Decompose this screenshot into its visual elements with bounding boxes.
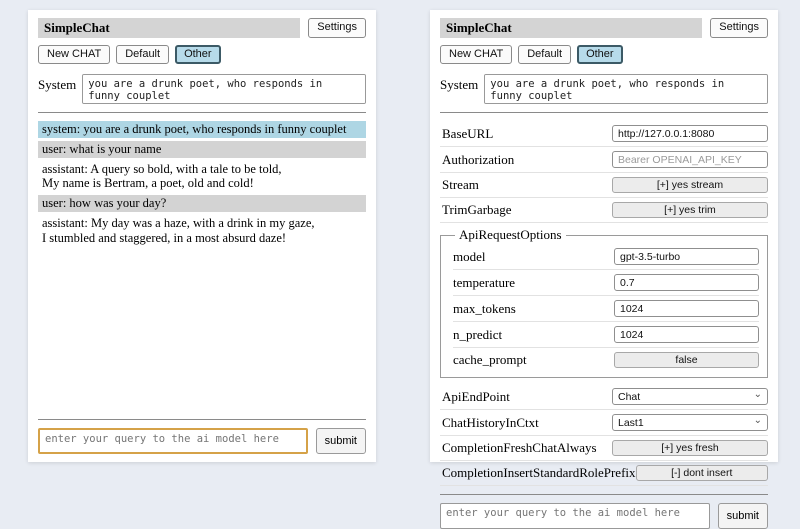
session-toolbar: New CHAT Default Other [440,45,768,65]
settings-button[interactable]: Settings [710,18,768,38]
max-tokens-input[interactable] [614,300,759,318]
query-input[interactable] [38,428,308,454]
app-title: SimpleChat [38,18,301,38]
temperature-input[interactable] [614,274,759,292]
chevron-down-icon: ⌄ [753,415,762,427]
chat-message-user: user: what is your name [38,140,366,158]
authorization-input[interactable] [612,151,768,169]
n-predict-label: n_predict [453,326,503,342]
session-toolbar: New CHAT Default Other [38,45,366,65]
session-tab-default[interactable]: Default [518,45,572,65]
cache-prompt-label: cache_prompt [453,352,527,368]
completioninsertstandardroleprefix-label: CompletionInsertStandardRolePrefix [442,465,636,481]
system-prompt-label: System [440,77,479,93]
stream-toggle-button[interactable]: [+] yes stream [612,177,768,194]
query-input[interactable] [440,503,710,529]
trimgarbage-toggle-button[interactable]: [+] yes trim [612,202,768,219]
submit-button[interactable]: submit [315,428,366,454]
chathistoryinctxt-selected-value: Last1 [618,416,644,429]
query-row: submit [440,503,768,529]
chat-panel-header: SimpleChat Settings [38,18,366,38]
chat-message-system: system: you are a drunk poet, who respon… [38,121,366,138]
chathistoryinctxt-select[interactable]: Last1 ⌄ [612,414,768,432]
api-request-options-legend: ApiRequestOptions [459,227,562,243]
settings-panel-header: SimpleChat Settings [440,18,768,38]
workspace: SimpleChat Settings New CHAT Default Oth… [28,10,778,529]
setting-row-trimgarbage: TrimGarbage [+] yes trim [440,198,768,224]
session-tab-default[interactable]: Default [116,45,170,65]
session-tab-other[interactable]: Other [175,45,221,65]
new-chat-button[interactable]: New CHAT [38,45,111,65]
cache-prompt-toggle-button[interactable]: false [614,352,759,369]
chathistoryinctxt-label: ChatHistoryInCtxt [442,414,539,430]
apiendpoint-select[interactable]: Chat ⌄ [612,388,768,406]
divider [440,494,768,496]
chevron-down-icon: ⌄ [753,389,762,401]
system-prompt-input[interactable] [484,74,768,105]
completionfreshchatalways-toggle-button[interactable]: [+] yes fresh [612,440,768,457]
completioninsertstandardroleprefix-toggle-button[interactable]: [-] dont insert [635,465,768,482]
system-prompt-row: System [440,74,768,105]
setting-row-completioninsertstandardroleprefix: CompletionInsertStandardRolePrefix [-] d… [440,461,768,487]
new-chat-button[interactable]: New CHAT [440,45,513,65]
query-row: submit [38,428,366,454]
temperature-label: temperature [453,274,516,290]
stream-label: Stream [442,177,479,193]
chat-panel: SimpleChat Settings New CHAT Default Oth… [28,10,376,462]
setting-row-stream: Stream [+] yes stream [440,173,768,199]
app-title: SimpleChat [440,18,703,38]
setting-row-baseurl: BaseURL [440,121,768,148]
authorization-label: Authorization [442,151,515,167]
settings-button[interactable]: Settings [308,18,366,38]
api-request-options-fieldset: ApiRequestOptions model temperature max_… [440,227,768,379]
system-prompt-input[interactable] [82,74,366,105]
spacer [38,249,366,411]
setting-row-max-tokens: max_tokens [453,296,759,323]
setting-row-chathistoryinctxt: ChatHistoryInCtxt Last1 ⌄ [440,410,768,437]
settings-list: BaseURL Authorization Stream [+] yes str… [440,121,768,487]
setting-row-n-predict: n_predict [453,322,759,349]
trimgarbage-label: TrimGarbage [442,202,512,218]
model-label: model [453,248,486,264]
chat-message-assistant: assistant: My day was a haze, with a dri… [38,214,366,247]
chat-message-assistant: assistant: A query so bold, with a tale … [38,160,366,193]
submit-button[interactable]: submit [717,503,768,529]
divider [38,112,366,114]
system-prompt-label: System [38,77,77,93]
max-tokens-label: max_tokens [453,300,516,316]
chat-message-list: system: you are a drunk poet, who respon… [38,121,366,249]
baseurl-input[interactable] [612,125,768,143]
session-tab-other[interactable]: Other [577,45,623,65]
completionfreshchatalways-label: CompletionFreshChatAlways [442,440,597,456]
apiendpoint-label: ApiEndPoint [442,388,510,404]
baseurl-label: BaseURL [442,125,494,141]
setting-row-cache-prompt: cache_prompt false [453,348,759,372]
chat-message-user: user: how was your day? [38,195,366,212]
setting-row-apiendpoint: ApiEndPoint Chat ⌄ [440,384,768,411]
apiendpoint-selected-value: Chat [618,390,641,403]
setting-row-model: model [453,244,759,271]
settings-panel: SimpleChat Settings New CHAT Default Oth… [430,10,778,529]
system-prompt-row: System [38,74,366,105]
model-input[interactable] [614,248,759,266]
n-predict-input[interactable] [614,326,759,344]
divider [38,419,366,420]
setting-row-temperature: temperature [453,270,759,297]
setting-row-completionfreshchatalways: CompletionFreshChatAlways [+] yes fresh [440,436,768,462]
setting-row-authorization: Authorization [440,147,768,174]
divider [440,112,768,114]
